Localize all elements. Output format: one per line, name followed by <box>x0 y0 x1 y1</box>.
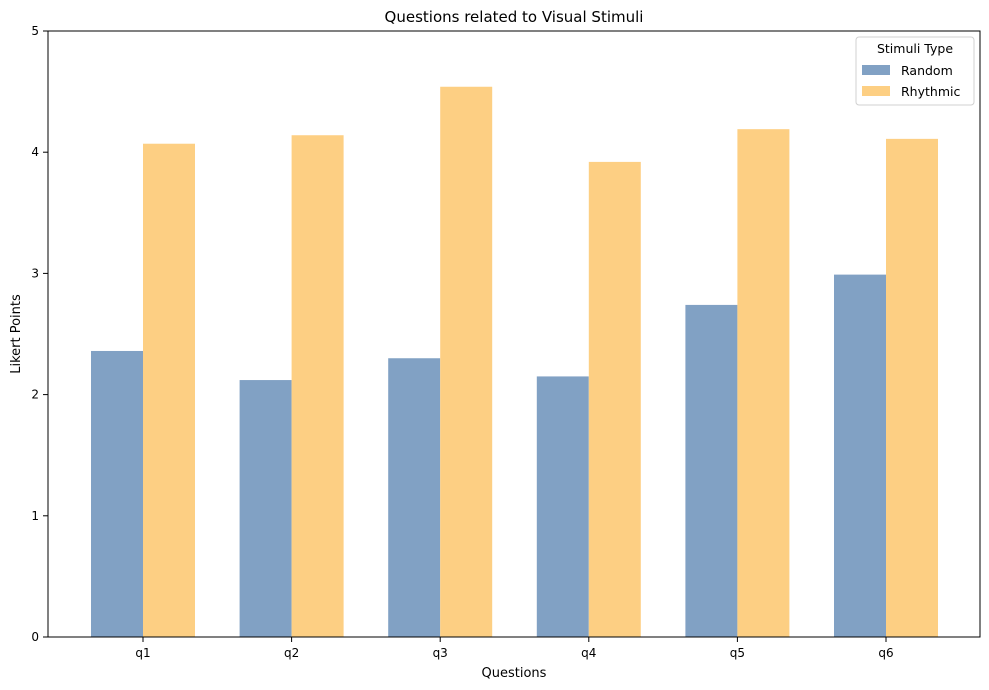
x-tick-label: q5 <box>730 646 745 660</box>
bar-random-q1 <box>91 350 143 637</box>
bar-rhythmic-q2 <box>291 135 344 637</box>
x-tick-label: q3 <box>433 646 448 660</box>
y-tick-label: 2 <box>31 388 39 402</box>
legend-title: Stimuli Type <box>877 41 953 56</box>
bar-random-q5 <box>685 304 738 637</box>
x-tick-label: q6 <box>878 646 893 660</box>
x-tick-label: q4 <box>581 646 596 660</box>
bar-rhythmic-q4 <box>588 161 641 637</box>
legend-swatch-random <box>862 65 890 75</box>
bar-random-q2 <box>239 380 292 637</box>
y-axis-label: Likert Points <box>9 294 24 374</box>
x-tick-label: q1 <box>135 646 150 660</box>
legend: Stimuli Type Random Rhythmic <box>855 36 975 106</box>
x-tick-label: q2 <box>284 646 299 660</box>
chart-title: Questions related to Visual Stimuli <box>385 8 644 26</box>
y-tick-label: 3 <box>31 266 39 280</box>
y-tick-label: 0 <box>31 630 39 644</box>
y-axis: 0 1 2 3 4 5 <box>31 24 48 644</box>
bar-random-q6 <box>834 274 886 637</box>
bars-group <box>91 86 938 638</box>
y-tick-label: 4 <box>31 145 39 159</box>
bar-random-q4 <box>536 376 589 637</box>
bar-rhythmic-q1 <box>143 143 195 637</box>
bar-rhythmic-q5 <box>737 129 790 637</box>
y-tick-label: 1 <box>31 509 39 523</box>
legend-label-rhythmic: Rhythmic <box>901 84 960 99</box>
legend-label-random: Random <box>901 63 953 78</box>
bar-random-q3 <box>388 358 441 637</box>
x-axis-label: Questions <box>482 666 547 681</box>
x-axis: q1 q2 q3 q4 q5 q6 <box>135 637 894 660</box>
bar-rhythmic-q6 <box>886 138 938 638</box>
plot-frame <box>47 30 981 638</box>
bar-rhythmic-q3 <box>440 86 493 637</box>
y-tick-label: 5 <box>31 24 39 38</box>
legend-swatch-rhythmic <box>862 86 890 96</box>
